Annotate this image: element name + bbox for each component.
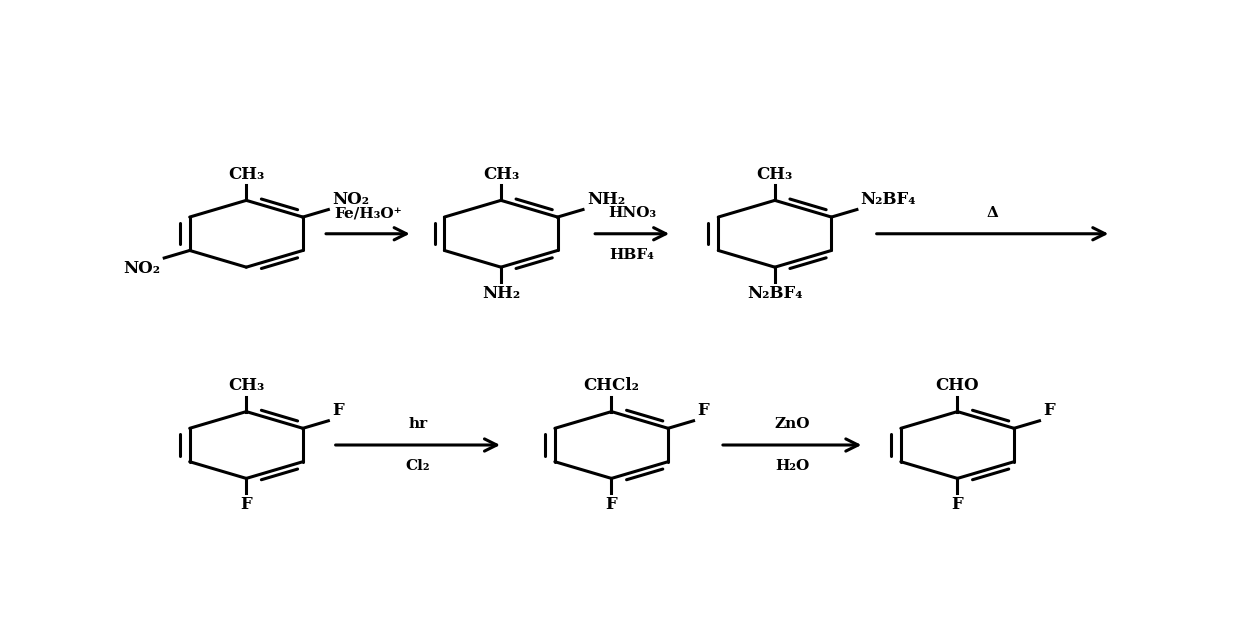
Text: H₂O: H₂O [775,459,810,473]
Text: CHCl₂: CHCl₂ [584,377,640,394]
Text: N₂BF₄: N₂BF₄ [746,285,802,302]
Text: F: F [1043,402,1055,419]
Text: CH₃: CH₃ [228,377,264,394]
Text: CH₃: CH₃ [228,166,264,183]
Text: F: F [697,402,709,419]
Text: F: F [951,496,963,513]
Text: CH₃: CH₃ [756,166,792,183]
Text: F: F [605,496,618,513]
Text: NH₂: NH₂ [482,285,520,302]
Text: CHO: CHO [936,377,980,394]
Text: CH₃: CH₃ [482,166,520,183]
Text: F: F [241,496,252,513]
Text: HNO₃: HNO₃ [608,206,656,220]
Text: Cl₂: Cl₂ [405,459,430,473]
Text: Fe/H₃O⁺: Fe/H₃O⁺ [334,206,402,220]
Text: F: F [332,402,343,419]
Text: hr: hr [408,417,428,431]
Text: ZnO: ZnO [775,417,810,431]
Text: N₂BF₄: N₂BF₄ [861,191,916,207]
Text: NO₂: NO₂ [332,191,370,207]
Text: NH₂: NH₂ [587,191,625,207]
Text: Δ: Δ [987,206,998,220]
Text: HBF₄: HBF₄ [610,248,655,262]
Text: NO₂: NO₂ [124,260,160,277]
